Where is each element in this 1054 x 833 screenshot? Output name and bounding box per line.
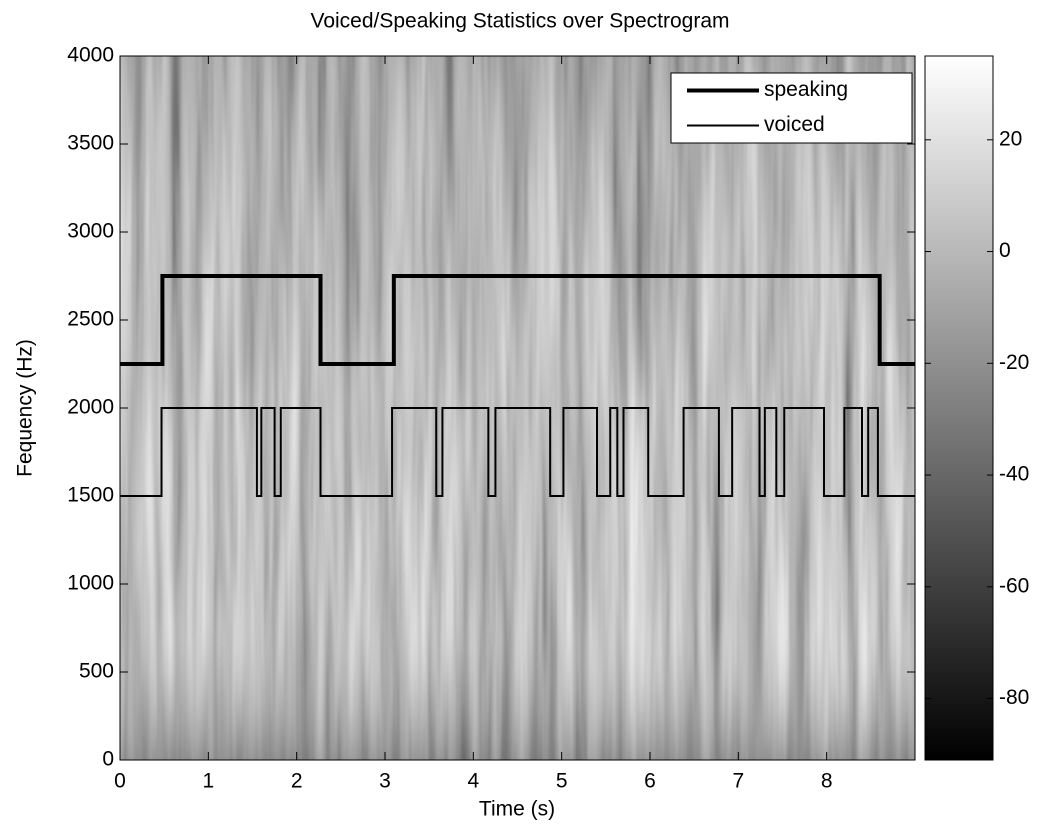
x-tick-label: 0 — [114, 770, 126, 793]
x-tick-label: 6 — [644, 770, 656, 793]
y-tick-label: 0 — [102, 748, 114, 771]
colorbar-tick-label: -80 — [999, 686, 1029, 709]
x-tick-label: 7 — [732, 770, 744, 793]
colorbar-tick-label: 0 — [999, 239, 1011, 262]
colorbar-tick-label: -40 — [999, 463, 1029, 486]
x-tick-label: 5 — [556, 770, 568, 793]
y-tick-label: 1500 — [67, 484, 114, 507]
chart: Voiced/Speaking Statistics over Spectrog… — [0, 0, 1054, 833]
chart-title: Voiced/Speaking Statistics over Spectrog… — [310, 10, 729, 33]
colorbar-tick-label: 20 — [999, 127, 1022, 150]
x-tick-label: 4 — [467, 770, 479, 793]
y-tick-label: 3500 — [67, 132, 114, 155]
x-tick-label: 1 — [202, 770, 214, 793]
legend-label: speaking — [764, 78, 848, 101]
x-tick-label: 8 — [821, 770, 833, 793]
colorbar-tick-label: -60 — [999, 574, 1029, 597]
y-tick-label: 2500 — [67, 308, 114, 331]
legend-label: voiced — [764, 113, 825, 136]
y-tick-label: 4000 — [67, 44, 114, 67]
y-tick-label: 1000 — [67, 572, 114, 595]
x-tick-label: 2 — [291, 770, 303, 793]
y-axis-label: Fequency (Hz) — [14, 339, 37, 477]
colorbar-tick-label: -20 — [999, 351, 1029, 374]
colorbar — [925, 56, 993, 760]
y-tick-label: 3000 — [67, 220, 114, 243]
x-tick-label: 3 — [379, 770, 391, 793]
y-tick-label: 500 — [79, 660, 114, 683]
y-tick-label: 2000 — [67, 396, 114, 419]
x-axis-label: Time (s) — [479, 798, 555, 821]
